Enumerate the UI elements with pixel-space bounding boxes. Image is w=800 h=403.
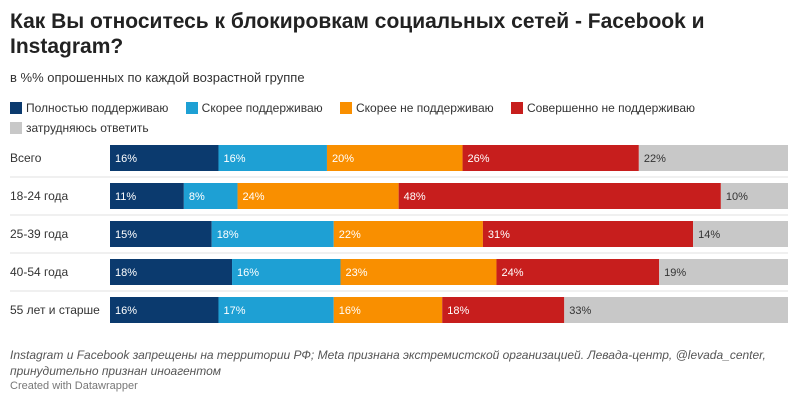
legend-label: Скорее поддерживаю xyxy=(201,101,323,115)
bar-segment-row-2-s1 xyxy=(110,183,184,209)
bar-segment-row-4-s1 xyxy=(110,259,233,285)
category-label: 18-24 года xyxy=(10,189,69,203)
legend-label: Совершенно не поддерживаю xyxy=(526,101,695,115)
data-label: 16% xyxy=(223,153,245,165)
legend-item-rather-support: Скорее поддерживаю xyxy=(185,98,323,118)
data-label: 10% xyxy=(726,191,748,203)
data-label: 48% xyxy=(404,191,426,203)
bar-segment-row-4-s4 xyxy=(496,259,660,285)
legend-label: Полностью поддерживаю xyxy=(26,101,169,115)
legend-swatch xyxy=(10,102,22,114)
data-label: 11% xyxy=(115,191,136,203)
data-label: 16% xyxy=(237,267,259,279)
legend-label: Скорее не поддерживаю xyxy=(356,101,494,115)
data-label: 16% xyxy=(115,153,137,165)
bar-segment-row-4-s3 xyxy=(340,259,497,285)
bar-segment-row-5-s5 xyxy=(564,297,788,323)
legend-item-hard-to-say: затрудняюсь ответить xyxy=(10,118,149,138)
data-label: 16% xyxy=(115,305,137,317)
data-label: 23% xyxy=(346,267,368,279)
data-label: 19% xyxy=(664,267,686,279)
data-label: 18% xyxy=(217,229,239,241)
legend-item-fully-support: Полностью поддерживаю xyxy=(10,98,168,118)
data-label: 22% xyxy=(339,229,361,241)
bar-segment-row-1-s1 xyxy=(110,145,219,171)
category-label: 25-39 года xyxy=(10,227,69,241)
bar-segment-row-3-s3 xyxy=(333,221,483,247)
bar-segment-row-2-s5 xyxy=(720,183,788,209)
stacked-bar-chart: Всего 16% 16% 20% 26% 22% 18-24 года 11% 8% 24% 48… xyxy=(10,145,788,323)
bar-segment-row-5-s3 xyxy=(333,297,443,323)
legend-swatch xyxy=(340,102,352,114)
legend-item-strongly-not-support: Совершенно не поддерживаю xyxy=(510,98,695,118)
legend-label: затрудняюсь ответить xyxy=(26,121,149,135)
bar-segment-row-2-s4 xyxy=(398,183,721,209)
legend-swatch xyxy=(510,102,523,114)
bar-segment-row-3-s5 xyxy=(693,221,788,247)
chart-title: Как Вы относитесь к блокировкам социальн… xyxy=(10,10,705,58)
bar-segment-row-1-s3 xyxy=(326,145,463,171)
category-label: Всего xyxy=(10,151,42,165)
data-label: 31% xyxy=(488,229,510,241)
data-label: 26% xyxy=(468,153,490,165)
data-label: 16% xyxy=(339,305,361,317)
bar-segment-row-1-s5 xyxy=(638,145,788,171)
legend-swatch xyxy=(10,122,22,134)
data-label: 8% xyxy=(189,191,205,203)
bar-segment-row-4-s2 xyxy=(232,259,341,285)
data-label: 18% xyxy=(447,305,469,317)
data-label: 33% xyxy=(569,305,591,317)
bar-segment-row-2-s3 xyxy=(237,183,399,209)
data-label: 24% xyxy=(501,267,523,279)
chart-subtitle: в %% опрошенных по каждой возрастной гру… xyxy=(10,70,305,85)
bar-segment-row-1-s4 xyxy=(462,145,639,171)
data-label: 18% xyxy=(115,267,137,279)
bar-segment-row-3-s2 xyxy=(211,221,334,247)
bar-segment-row-1-s2 xyxy=(218,145,327,171)
bar-segment-row-5-s1 xyxy=(110,297,219,323)
category-label: 55 лет и старше xyxy=(10,303,100,317)
data-label: 22% xyxy=(644,153,666,165)
data-label: 14% xyxy=(698,229,720,241)
category-label: 40-54 года xyxy=(10,265,69,279)
legend-item-rather-not-support: Скорее не поддерживаю xyxy=(340,98,494,118)
bar-segment-row-5-s2 xyxy=(218,297,334,323)
footnote: Instagram и Facebook запрещены на террит… xyxy=(10,348,766,378)
credit-line: Created with Datawrapper xyxy=(10,380,138,392)
bar-segment-row-2-s2 xyxy=(183,183,238,209)
bar-segment-row-3-s4 xyxy=(482,221,694,247)
legend: Полностью поддерживаю Скорее поддерживаю… xyxy=(10,98,790,138)
data-label: 15% xyxy=(115,229,137,241)
data-label: 24% xyxy=(243,191,265,203)
bar-segment-row-5-s4 xyxy=(442,297,565,323)
data-label: 20% xyxy=(332,153,354,165)
bar-segment-row-3-s1 xyxy=(110,221,212,247)
data-label: 17% xyxy=(223,305,245,317)
bar-segment-row-4-s5 xyxy=(659,259,788,285)
legend-swatch xyxy=(185,102,198,114)
